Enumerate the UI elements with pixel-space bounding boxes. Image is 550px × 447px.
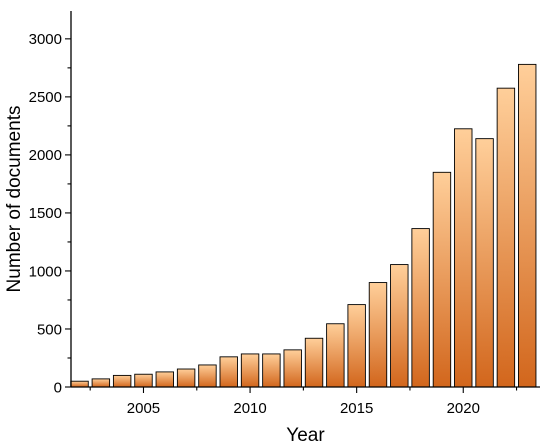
bar-2004 <box>112 374 132 388</box>
bar-2014 <box>326 323 345 388</box>
labels-group: 0 500 1000 1500 2000 2500 3000 2005 2010 2015 2020… <box>4 31 480 446</box>
bar-2003 <box>91 378 111 388</box>
bar-2008 <box>198 364 217 388</box>
bar-2021 <box>475 138 494 388</box>
y-tick-label: 2500 <box>29 89 62 106</box>
bar-2012 <box>283 349 302 388</box>
bar-2015 <box>347 304 366 388</box>
bar-2016 <box>368 282 388 388</box>
x-axis-title: Year <box>286 425 325 446</box>
bar-2010 <box>240 353 260 388</box>
bar-2002 <box>70 380 89 388</box>
bar-2009 <box>219 356 238 388</box>
bar-2019 <box>432 171 452 388</box>
bar-2017 <box>390 264 409 388</box>
bar-2023 <box>518 63 537 388</box>
bar-2005 <box>134 373 153 388</box>
y-tick-label: 1500 <box>29 205 62 222</box>
bar-2018 <box>411 228 430 388</box>
bar-2007 <box>176 368 196 388</box>
bar-2013 <box>304 337 324 388</box>
y-tick-label: 2000 <box>29 147 62 164</box>
x-tick-label: 2010 <box>233 400 266 417</box>
bar-2020 <box>454 128 473 388</box>
bar-2006 <box>155 371 175 388</box>
bars-group <box>70 63 537 388</box>
y-tick-label: 0 <box>54 379 62 396</box>
y-axis-title: Number of documents <box>4 106 25 293</box>
x-tick-label: 2005 <box>127 400 160 417</box>
x-tick-label: 2020 <box>447 400 480 417</box>
y-tick-label: 1000 <box>29 263 62 280</box>
x-tick-label: 2015 <box>340 400 373 417</box>
y-tick-label: 3000 <box>29 31 62 48</box>
bar-2022 <box>496 87 516 388</box>
axes-group <box>65 11 540 393</box>
y-tick-label: 500 <box>37 321 62 338</box>
bar-2011 <box>262 353 281 388</box>
